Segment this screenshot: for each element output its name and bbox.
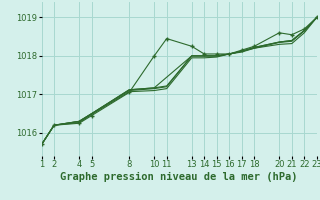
- X-axis label: Graphe pression niveau de la mer (hPa): Graphe pression niveau de la mer (hPa): [60, 172, 298, 182]
